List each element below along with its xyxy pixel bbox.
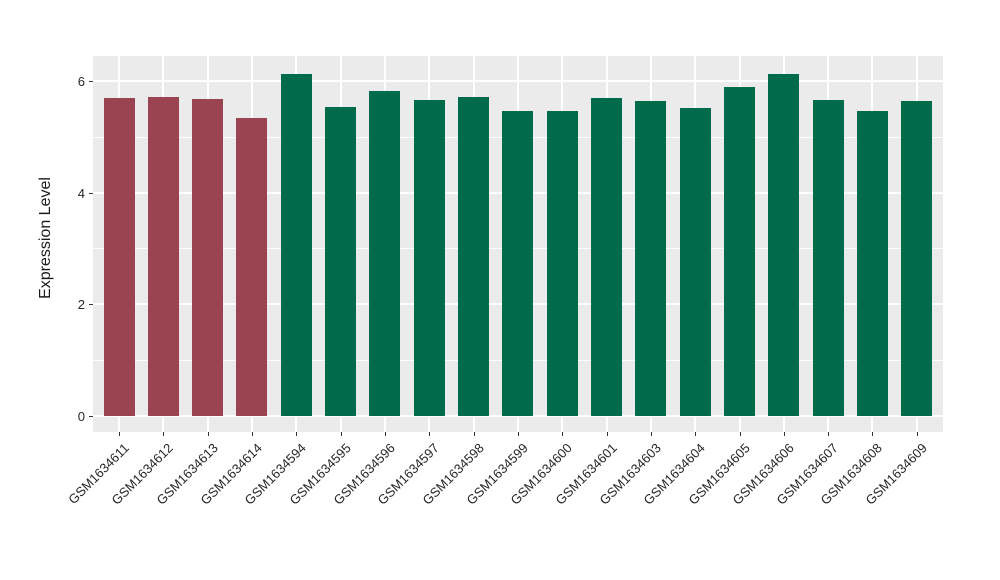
x-tick-mark-GSM1634596 (384, 432, 386, 436)
bar-GSM1634604 (679, 108, 711, 416)
y-tick-label-6: 6 (77, 73, 85, 89)
x-tick-mark-GSM1634599 (517, 432, 519, 436)
bar-GSM1634594 (280, 73, 312, 416)
bar-GSM1634596 (369, 90, 401, 416)
bar-GSM1634609 (901, 101, 933, 416)
bar-GSM1634600 (546, 110, 578, 416)
y-tick-label-0: 0 (77, 409, 85, 424)
x-tick-mark-GSM1634603 (650, 432, 652, 436)
bar-GSM1634595 (325, 107, 357, 416)
bar-GSM1634612 (147, 97, 179, 416)
x-tick-mark-GSM1634594 (296, 432, 298, 436)
y-tick-mark-4 (89, 192, 93, 194)
y-tick-mark-2 (89, 304, 93, 306)
bar-GSM1634601 (591, 97, 623, 416)
x-tick-mark-GSM1634605 (739, 432, 741, 436)
x-tick-mark-GSM1634613 (207, 432, 209, 436)
y-tick-label-2: 2 (77, 297, 85, 313)
bar-GSM1634611 (103, 98, 135, 416)
x-tick-mark-GSM1634597 (429, 432, 431, 436)
x-tick-mark-GSM1634607 (828, 432, 830, 436)
x-tick-mark-GSM1634600 (562, 432, 564, 436)
bar-GSM1634608 (856, 110, 888, 416)
y-tick-label-4: 4 (77, 185, 85, 201)
bar-GSM1634607 (812, 100, 844, 416)
x-tick-mark-GSM1634608 (872, 432, 874, 436)
x-tick-mark-GSM1634614 (251, 432, 253, 436)
x-tick-mark-GSM1634595 (340, 432, 342, 436)
x-tick-mark-GSM1634611 (119, 432, 120, 436)
x-tick-mark-GSM1634604 (695, 432, 697, 436)
bar-GSM1634599 (502, 110, 534, 416)
bar-GSM1634606 (768, 73, 800, 416)
x-tick-mark-GSM1634598 (473, 432, 475, 436)
x-tick-mark-GSM1634606 (783, 432, 785, 436)
bar-GSM1634605 (724, 87, 756, 416)
bar-GSM1634603 (635, 101, 667, 416)
bar-GSM1634613 (192, 98, 224, 416)
y-tick-mark-0 (89, 416, 93, 417)
x-tick-mark-GSM1634601 (606, 432, 608, 436)
plot-panel (93, 56, 943, 432)
bar-GSM1634598 (458, 97, 490, 416)
bar-GSM1634597 (413, 100, 445, 416)
y-tick-mark-6 (89, 80, 93, 82)
x-tick-mark-GSM1634612 (163, 432, 165, 436)
bar-GSM1634614 (236, 117, 268, 416)
x-tick-mark-GSM1634609 (916, 432, 918, 436)
